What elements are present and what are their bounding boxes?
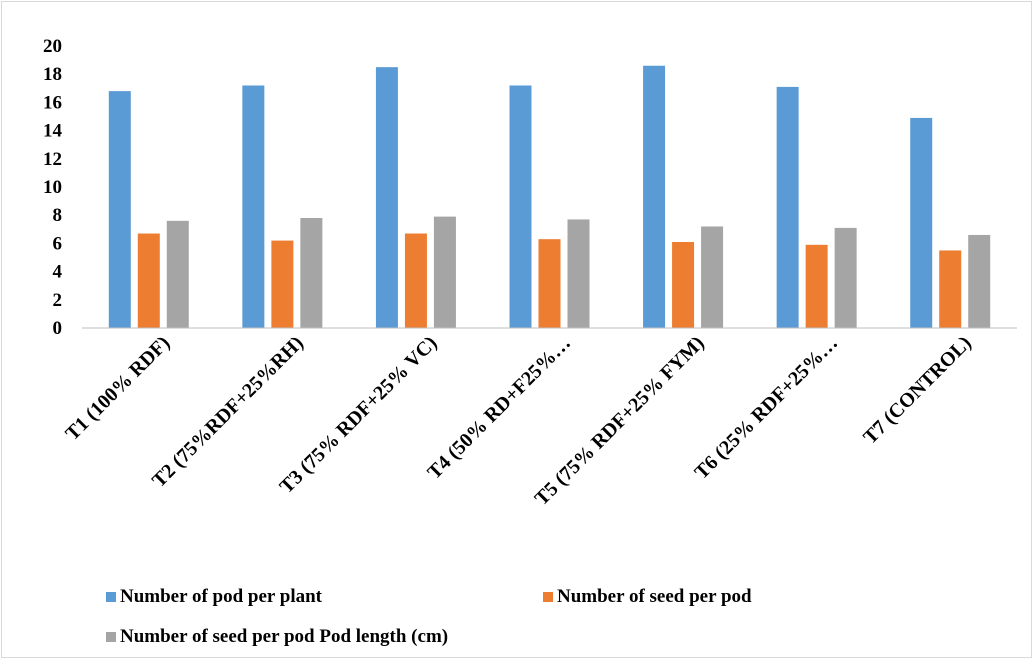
bar-series-2-cat-5 bbox=[834, 227, 857, 328]
legend-swatch-1 bbox=[543, 592, 553, 602]
x-tick-label: T1 (100% RDF) bbox=[61, 332, 174, 445]
bar-series-0-cat-1 bbox=[242, 85, 265, 328]
x-tick-label: T3 (75% RDF+25% VC) bbox=[276, 332, 442, 498]
bar-series-2-cat-2 bbox=[433, 216, 456, 328]
bar-series-2-cat-3 bbox=[567, 219, 590, 328]
bar-series-0-cat-6 bbox=[910, 117, 933, 328]
bar-series-0-cat-0 bbox=[108, 91, 131, 329]
legend-item-1: Number of seed per pod bbox=[543, 586, 752, 608]
y-tick-label: 8 bbox=[53, 205, 63, 226]
bar-series-1-cat-2 bbox=[404, 233, 427, 328]
y-tick-label: 4 bbox=[53, 262, 63, 283]
legend-label-1: Number of seed per pod bbox=[557, 586, 752, 607]
x-tick-label: T7 (CONTROL) bbox=[859, 332, 976, 449]
bar-series-1-cat-6 bbox=[939, 250, 962, 328]
bar-series-2-cat-6 bbox=[968, 234, 991, 328]
y-tick-label: 18 bbox=[43, 64, 62, 85]
legend-item-0: Number of pod per plant bbox=[106, 586, 322, 608]
y-tick-label: 10 bbox=[43, 177, 62, 198]
x-tick-label: T4 (50% RD+F25%… bbox=[423, 332, 575, 484]
legend-label-2: Number of seed per pod Pod length (cm) bbox=[120, 626, 449, 647]
bar-series-1-cat-1 bbox=[271, 240, 294, 328]
bar-series-1-cat-0 bbox=[137, 233, 160, 328]
y-tick-label: 12 bbox=[43, 149, 62, 170]
y-tick-label: 20 bbox=[43, 36, 62, 57]
bar-series-1-cat-4 bbox=[672, 241, 695, 328]
bar-series-0-cat-5 bbox=[776, 86, 799, 328]
y-tick-label: 0 bbox=[53, 318, 63, 339]
y-tick-label: 2 bbox=[53, 290, 63, 311]
bar-series-2-cat-1 bbox=[300, 218, 323, 328]
bars-group bbox=[108, 65, 991, 329]
bar-series-0-cat-2 bbox=[375, 67, 398, 329]
y-tick-label: 6 bbox=[53, 233, 63, 254]
y-tick-label: 16 bbox=[43, 92, 62, 113]
bar-series-2-cat-4 bbox=[701, 226, 724, 328]
bar-series-1-cat-3 bbox=[538, 239, 561, 328]
legend-item-2: Number of seed per pod Pod length (cm) bbox=[106, 626, 448, 648]
bar-series-2-cat-0 bbox=[166, 220, 189, 328]
x-axis-tick-labels: T1 (100% RDF)T2 (75%RDF+25%RH)T3 (75% RD… bbox=[61, 332, 975, 510]
bar-series-1-cat-5 bbox=[805, 244, 828, 328]
y-axis-tick-labels: 0 2 4 6 8 10 12 14 16 18 20 bbox=[43, 36, 63, 339]
x-tick-label: T2 (75%RDF+25%RH) bbox=[148, 332, 308, 492]
bar-series-0-cat-4 bbox=[643, 65, 666, 329]
x-tick-label: T6 (25% RDF+25%… bbox=[691, 332, 843, 484]
legend-swatch-2 bbox=[106, 632, 116, 642]
y-tick-label: 14 bbox=[43, 121, 63, 142]
bar-series-0-cat-3 bbox=[509, 85, 532, 328]
legend-swatch-0 bbox=[106, 592, 116, 602]
legend-label-0: Number of pod per plant bbox=[120, 586, 322, 607]
